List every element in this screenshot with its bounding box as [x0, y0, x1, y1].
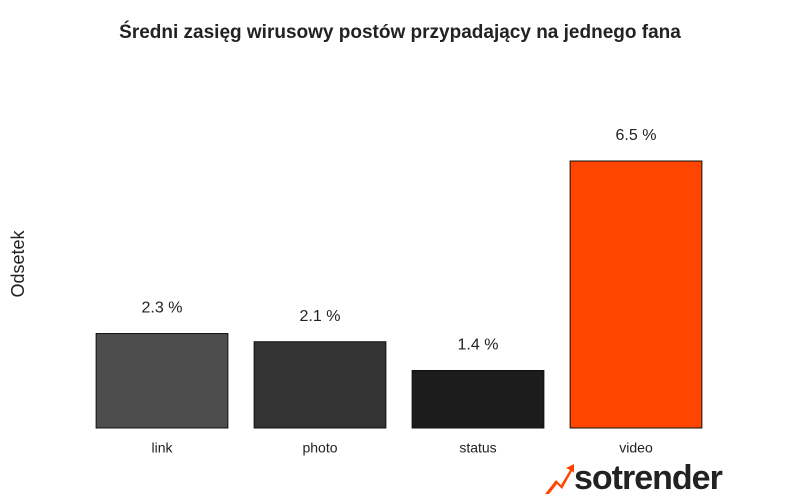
value-label: 2.1 % [300, 308, 341, 325]
bar [253, 341, 387, 429]
value-label: 2.3 % [142, 300, 183, 317]
logo-text: sotrender [574, 459, 723, 497]
chart-title: Średni zasięg wirusowy postów przypadają… [119, 21, 681, 43]
x-tick-label: link [151, 440, 173, 456]
bar [569, 160, 703, 429]
value-label: 1.4 % [458, 337, 499, 354]
x-tick-label: video [619, 440, 653, 456]
y-axis-label: Odsetek [8, 229, 28, 297]
bar [411, 369, 545, 429]
x-tick-label: status [459, 440, 496, 456]
x-tick-label: photo [302, 440, 337, 456]
logo-icon [545, 464, 574, 494]
bar [95, 333, 229, 429]
logo: sotrender [545, 459, 724, 497]
value-label: 6.5 % [616, 127, 657, 144]
